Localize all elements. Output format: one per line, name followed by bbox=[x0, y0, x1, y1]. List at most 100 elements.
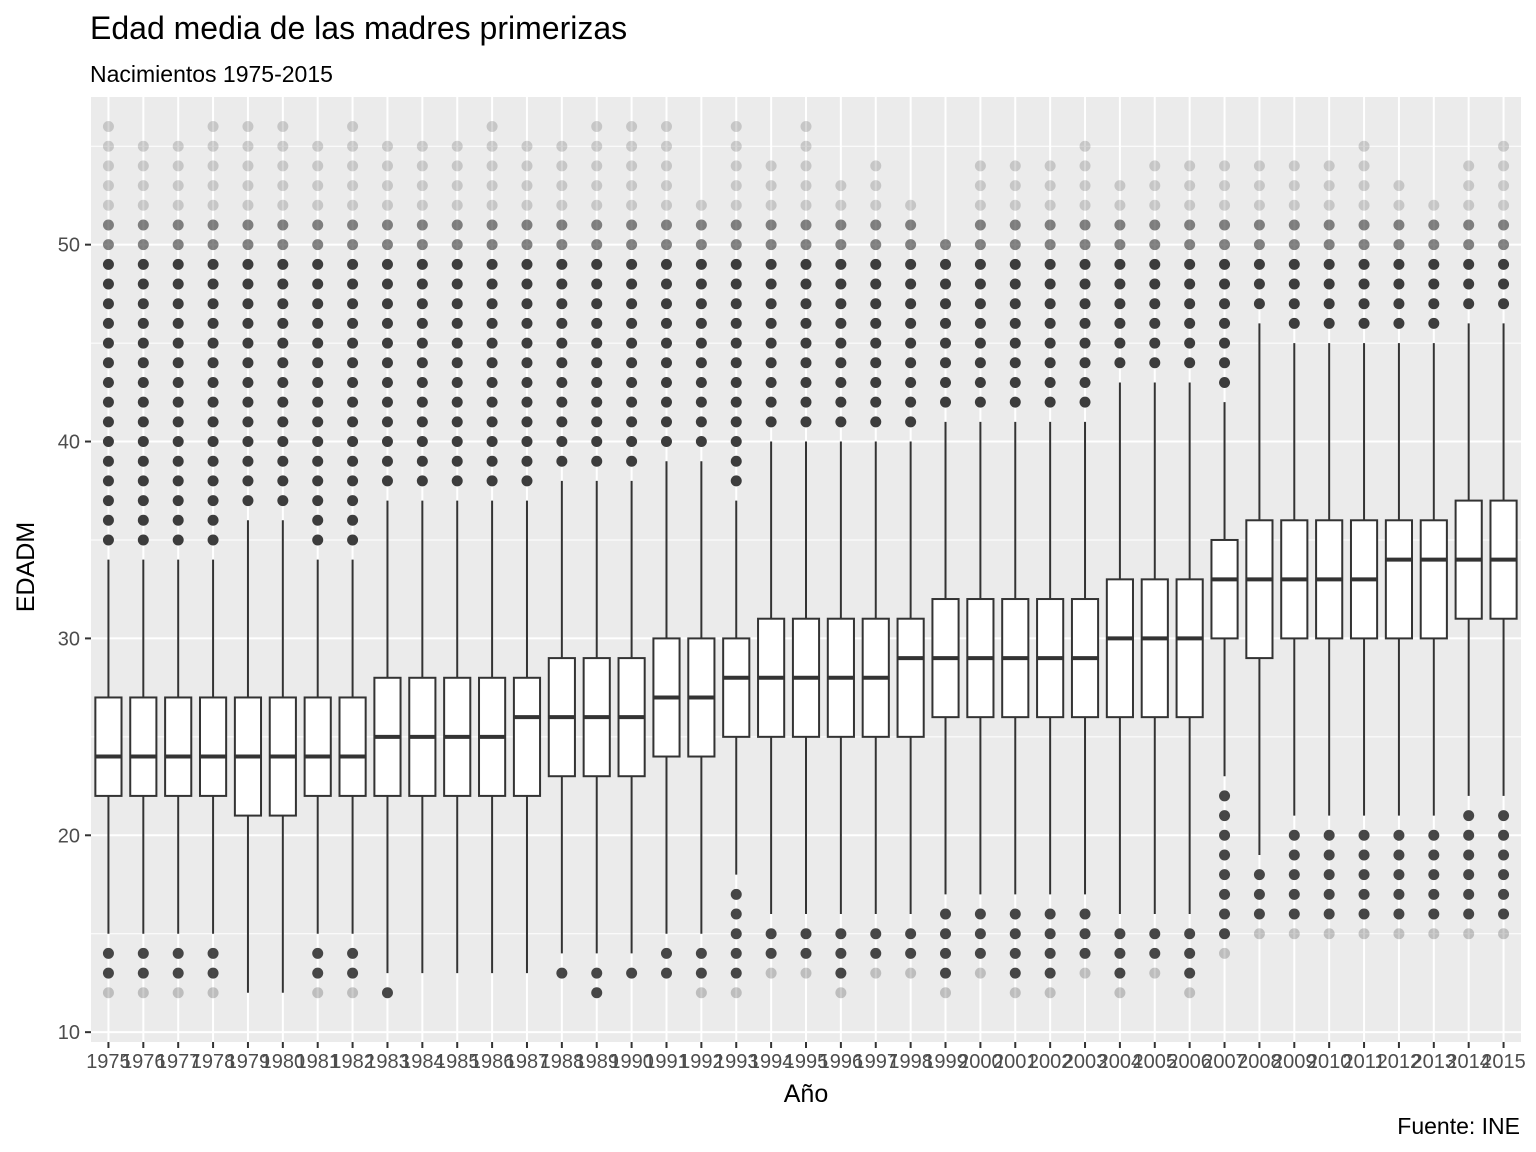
outlier-point bbox=[1288, 888, 1300, 900]
outlier-point bbox=[242, 455, 254, 467]
box-2015 bbox=[1489, 323, 1518, 796]
outlier-point bbox=[521, 357, 533, 369]
box-2009 bbox=[1280, 343, 1309, 816]
outlier-point bbox=[242, 278, 254, 290]
outlier-point bbox=[381, 376, 393, 388]
box-2005 bbox=[1140, 382, 1169, 915]
outlier-point bbox=[381, 160, 393, 172]
outlier-point bbox=[1358, 239, 1370, 251]
outlier-point bbox=[347, 337, 359, 349]
outlier-point bbox=[1428, 888, 1440, 900]
outlier-point bbox=[1358, 888, 1370, 900]
outlier-points bbox=[102, 121, 1510, 999]
axes: 1020304050197519761977197819791980198119… bbox=[58, 235, 1526, 1073]
outlier-point bbox=[207, 199, 219, 211]
outlier-point bbox=[416, 239, 428, 251]
box-iqr bbox=[1175, 578, 1204, 719]
outlier-point bbox=[1184, 199, 1196, 211]
outlier-point bbox=[207, 298, 219, 310]
outlier-point bbox=[1009, 258, 1021, 270]
outlier-point bbox=[521, 298, 533, 310]
box-1982 bbox=[338, 559, 367, 934]
x-tick-label: 2009 bbox=[1272, 1051, 1317, 1073]
outlier-point bbox=[172, 987, 184, 999]
outlier-point bbox=[312, 239, 324, 251]
outlier-point bbox=[1044, 160, 1056, 172]
outlier-point bbox=[102, 160, 114, 172]
outlier-point bbox=[347, 258, 359, 270]
outlier-point bbox=[1358, 278, 1370, 290]
outlier-point bbox=[940, 908, 952, 920]
outlier-point bbox=[765, 298, 777, 310]
outlier-point bbox=[381, 180, 393, 192]
outlier-point bbox=[1323, 180, 1335, 192]
x-tick-label: 1991 bbox=[644, 1051, 689, 1073]
outlier-point bbox=[556, 337, 568, 349]
outlier-point bbox=[556, 298, 568, 310]
outlier-point bbox=[974, 180, 986, 192]
outlier-point bbox=[172, 140, 184, 152]
outlier-point bbox=[521, 376, 533, 388]
x-tick-label: 2015 bbox=[1481, 1051, 1526, 1073]
outlier-point bbox=[1149, 219, 1161, 231]
outlier-point bbox=[102, 416, 114, 428]
outlier-point bbox=[521, 199, 533, 211]
outlier-point bbox=[1253, 298, 1265, 310]
outlier-point bbox=[137, 514, 149, 526]
outlier-point bbox=[1498, 140, 1510, 152]
outlier-point bbox=[591, 199, 603, 211]
outlier-point bbox=[1044, 278, 1056, 290]
outlier-point bbox=[137, 376, 149, 388]
outlier-point bbox=[207, 140, 219, 152]
outlier-point bbox=[277, 121, 289, 133]
outlier-point bbox=[835, 416, 847, 428]
outlier-point bbox=[1323, 908, 1335, 920]
outlier-point bbox=[416, 160, 428, 172]
outlier-point bbox=[974, 376, 986, 388]
outlier-point bbox=[521, 317, 533, 329]
outlier-point bbox=[974, 357, 986, 369]
outlier-point bbox=[1288, 239, 1300, 251]
x-tick-label: 1999 bbox=[923, 1051, 968, 1073]
outlier-point bbox=[207, 121, 219, 133]
outlier-point bbox=[312, 160, 324, 172]
outlier-point bbox=[1114, 180, 1126, 192]
outlier-point bbox=[277, 239, 289, 251]
box-1975 bbox=[94, 559, 123, 934]
box-1978 bbox=[198, 559, 228, 934]
outlier-point bbox=[1009, 160, 1021, 172]
outlier-point bbox=[1009, 987, 1021, 999]
outlier-point bbox=[556, 258, 568, 270]
outlier-point bbox=[521, 416, 533, 428]
outlier-point bbox=[1428, 219, 1440, 231]
box-2013 bbox=[1419, 343, 1448, 816]
outlier-point bbox=[1323, 239, 1335, 251]
outlier-point bbox=[207, 357, 219, 369]
outlier-point bbox=[1393, 239, 1405, 251]
outlier-point bbox=[1253, 258, 1265, 270]
outlier-point bbox=[1323, 849, 1335, 861]
outlier-point bbox=[1463, 928, 1475, 940]
outlier-point bbox=[730, 239, 742, 251]
outlier-point bbox=[660, 317, 672, 329]
outlier-point bbox=[835, 987, 847, 999]
outlier-point bbox=[172, 396, 184, 408]
outlier-point bbox=[1149, 298, 1161, 310]
outlier-point bbox=[940, 987, 952, 999]
outlier-point bbox=[1044, 908, 1056, 920]
outlier-point bbox=[1498, 888, 1510, 900]
box-1990 bbox=[617, 480, 646, 954]
outlier-point bbox=[626, 337, 638, 349]
outlier-point bbox=[451, 357, 463, 369]
outlier-point bbox=[312, 416, 324, 428]
outlier-point bbox=[730, 947, 742, 959]
outlier-point bbox=[1463, 849, 1475, 861]
outlier-point bbox=[870, 317, 882, 329]
outlier-point bbox=[1358, 908, 1370, 920]
box-1989 bbox=[582, 480, 611, 954]
outlier-point bbox=[1219, 908, 1231, 920]
outlier-point bbox=[277, 160, 289, 172]
x-tick-label: 1989 bbox=[574, 1051, 619, 1073]
outlier-point bbox=[1253, 869, 1265, 881]
outlier-point bbox=[1149, 357, 1161, 369]
